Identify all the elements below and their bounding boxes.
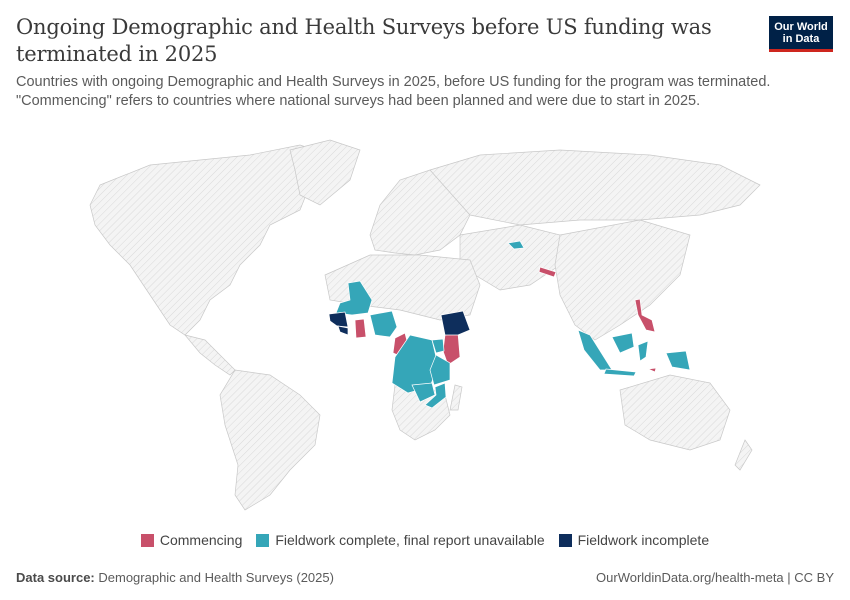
region-central-america xyxy=(184,334,236,376)
no-data-countries xyxy=(89,139,761,511)
region-new-zealand xyxy=(734,439,753,471)
country-liberia xyxy=(337,325,349,336)
region-australia xyxy=(619,374,731,451)
legend-item-commencing[interactable]: Commencing xyxy=(140,532,243,548)
country-indonesia-java xyxy=(603,368,637,377)
fieldwork-incomplete-countries xyxy=(328,310,471,336)
region-south-east-asia xyxy=(554,219,691,341)
data-source: Data source: Demographic and Health Surv… xyxy=(16,570,334,585)
fieldwork-complete-countries xyxy=(335,240,691,409)
country-mali xyxy=(335,280,373,316)
footer-url[interactable]: OurWorldinData.org/health-meta | CC BY xyxy=(596,570,834,585)
country-ethiopia xyxy=(440,310,471,336)
legend-label-fieldwork-complete: Fieldwork complete, final report unavail… xyxy=(275,532,545,548)
legend-item-fieldwork-complete[interactable]: Fieldwork complete, final report unavail… xyxy=(256,532,545,548)
country-tanzania xyxy=(429,354,451,386)
country-timor-leste xyxy=(646,367,657,373)
region-south-america xyxy=(219,369,321,511)
region-north-asia xyxy=(429,149,761,226)
country-indonesia-papua xyxy=(665,350,691,371)
country-mozambique xyxy=(424,382,447,409)
region-madagascar xyxy=(449,384,463,411)
country-ghana xyxy=(354,318,367,339)
commencing-countries xyxy=(354,266,657,373)
data-source-link[interactable]: Demographic and Health Surveys (2025) xyxy=(98,570,334,585)
chart-title: Ongoing Demographic and Health Surveys b… xyxy=(16,15,712,66)
country-indonesia-borneo xyxy=(611,332,635,354)
country-tajikistan xyxy=(507,240,525,250)
legend-label-commencing: Commencing xyxy=(159,532,243,548)
legend-label-fieldwork-incomplete: Fieldwork incomplete xyxy=(577,532,710,548)
country-nigeria xyxy=(369,310,398,338)
legend-swatch-fieldwork-complete xyxy=(256,533,270,547)
country-zambia xyxy=(411,382,436,403)
country-guinea xyxy=(328,311,349,328)
region-north-america xyxy=(89,144,331,336)
legend-item-fieldwork-incomplete[interactable]: Fieldwork incomplete xyxy=(558,532,710,548)
data-source-label: Data source: xyxy=(16,570,95,585)
region-greenland xyxy=(289,139,361,206)
chart-subtitle: Countries with ongoing Demographic and H… xyxy=(16,74,771,109)
logo-line-1: Our World xyxy=(774,21,828,33)
world-map xyxy=(89,139,761,511)
country-indonesia-sulawesi xyxy=(637,340,649,362)
country-nepal xyxy=(538,266,557,278)
region-europe xyxy=(369,169,471,256)
country-uganda xyxy=(431,338,445,354)
map-legend: Commencing Fieldwork complete, final rep… xyxy=(0,532,850,548)
legend-swatch-fieldwork-incomplete xyxy=(558,533,572,547)
logo-line-2: in Data xyxy=(782,33,820,45)
owid-logo[interactable]: Our World in Data xyxy=(769,16,833,52)
legend-swatch-commencing xyxy=(140,533,154,547)
country-philippines xyxy=(634,298,656,333)
